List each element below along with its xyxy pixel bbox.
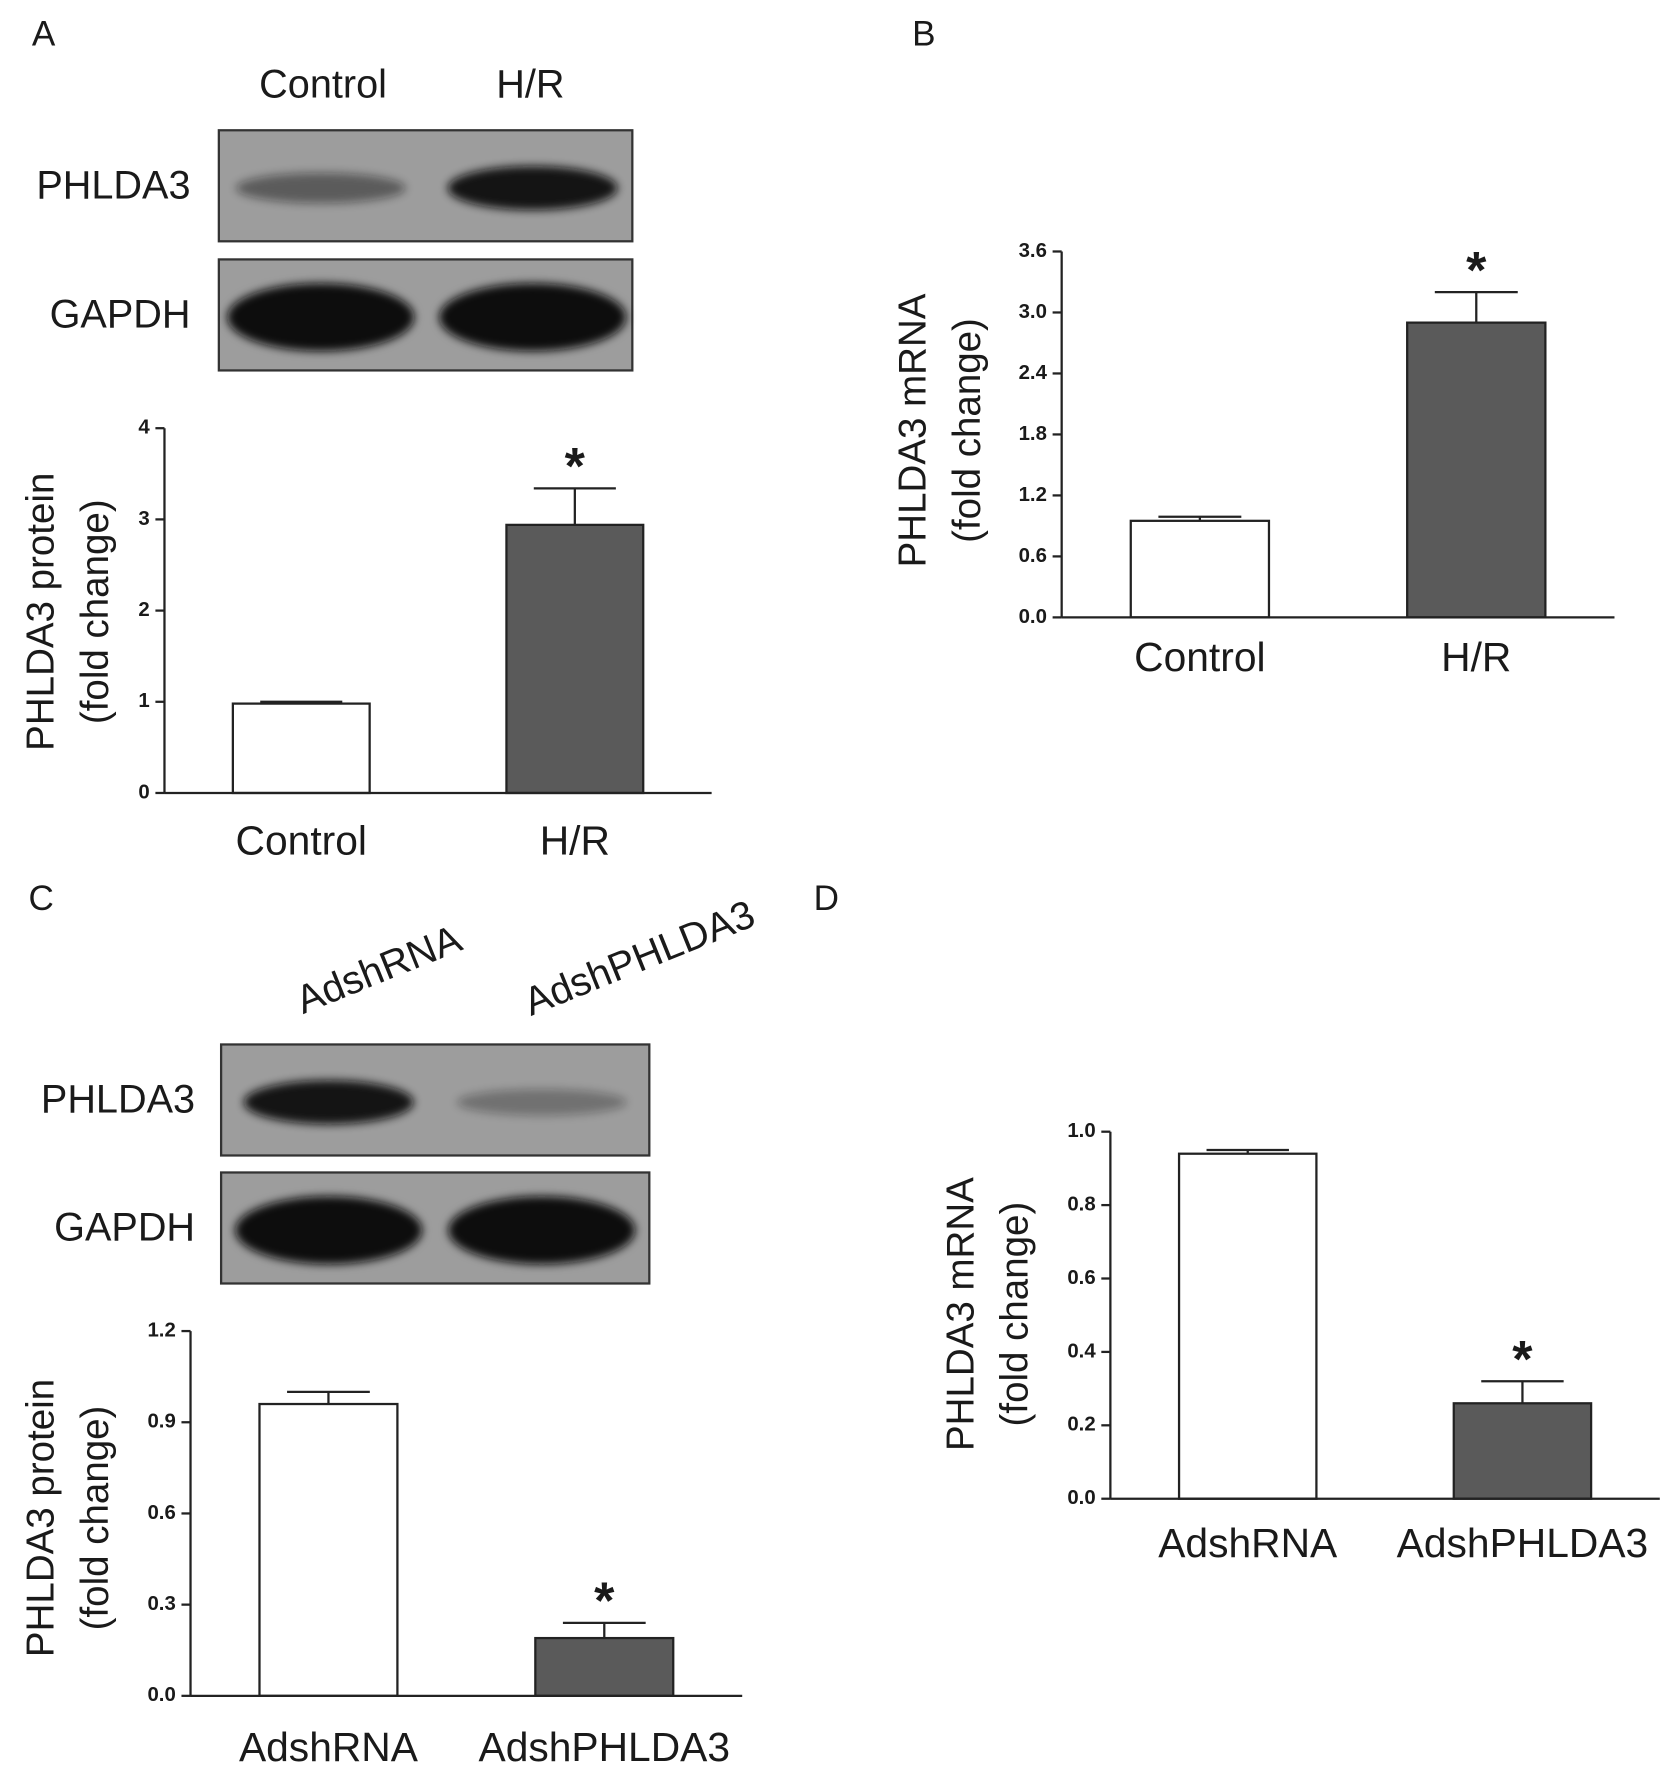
y-tick-label: 0: [138, 781, 149, 803]
y-axis-label: (fold change): [74, 1406, 117, 1631]
panel-letter: D: [814, 879, 839, 918]
significance-mark: *: [1466, 242, 1487, 300]
panel-letter: C: [29, 879, 54, 918]
x-tick-label: Control: [1134, 634, 1265, 680]
bar: [1177, 1152, 1318, 1500]
bar: [258, 1402, 399, 1697]
y-tick-label: 2: [138, 599, 149, 621]
blot-band: [235, 172, 406, 204]
significance-mark: *: [565, 438, 586, 496]
x-tick-label: H/R: [1441, 634, 1511, 680]
y-tick-label: 1.2: [1019, 484, 1047, 506]
y-axis-label: PHLDA3 mRNA: [892, 293, 935, 567]
y-axis-label: PHLDA3 mRNA: [939, 1177, 982, 1451]
y-tick-label: 1.0: [1067, 1120, 1095, 1142]
bar: [1452, 1402, 1593, 1500]
bar: [534, 1636, 675, 1697]
y-axis-label: (fold change): [74, 499, 117, 724]
lane-label: AdshRNA: [290, 916, 468, 1022]
blot-row-label: GAPDH: [50, 293, 191, 337]
y-tick-label: 0.6: [1019, 545, 1047, 567]
y-tick-label: 2.4: [1019, 362, 1048, 384]
x-tick-label: AdshPHLDA3: [479, 1724, 731, 1770]
y-tick-label: 0.3: [147, 1593, 175, 1615]
bar: [1406, 321, 1547, 619]
bar: [505, 523, 645, 795]
y-tick-label: 3.0: [1019, 301, 1047, 323]
lane-label: Control: [259, 63, 387, 107]
panel-letter: A: [32, 15, 56, 54]
y-tick-label: 3: [138, 508, 149, 530]
x-tick-label: H/R: [540, 818, 610, 864]
y-tick-label: 0.4: [1067, 1340, 1096, 1362]
x-tick-label: AdshRNA: [1158, 1520, 1338, 1566]
y-tick-label: 0.0: [147, 1684, 175, 1706]
y-axis-label: PHLDA3 protein: [19, 1379, 62, 1657]
significance-mark: *: [1512, 1331, 1533, 1389]
x-tick-label: AdshPHLDA3: [1397, 1520, 1649, 1566]
y-tick-label: 3.6: [1019, 240, 1047, 262]
y-tick-label: 1: [138, 690, 149, 712]
blot-band: [447, 166, 618, 211]
y-tick-label: 0.6: [1067, 1267, 1095, 1289]
blot-band: [439, 283, 627, 352]
bar: [231, 702, 371, 795]
x-tick-label: AdshRNA: [239, 1724, 419, 1770]
y-tick-label: 0.2: [1067, 1414, 1095, 1436]
blot-row-label: PHLDA3: [36, 164, 190, 208]
y-axis-label: PHLDA3 protein: [19, 473, 62, 751]
y-tick-label: 1.8: [1019, 423, 1047, 445]
blot-band: [227, 283, 415, 352]
blot-band: [235, 1196, 423, 1265]
y-tick-label: 0.0: [1019, 606, 1047, 628]
blot-band: [456, 1089, 627, 1116]
lane-label: AdshPHLDA3: [518, 892, 761, 1024]
blot-band: [448, 1196, 636, 1265]
x-tick-label: Control: [236, 818, 367, 864]
y-tick-label: 1.2: [147, 1319, 175, 1341]
y-tick-label: 4: [138, 417, 150, 439]
blot-band: [243, 1080, 414, 1125]
y-axis-label: (fold change): [946, 318, 989, 543]
y-tick-label: 0.6: [147, 1502, 175, 1524]
y-tick-label: 0.8: [1067, 1193, 1095, 1215]
significance-mark: *: [594, 1573, 615, 1631]
y-axis-label: (fold change): [994, 1202, 1037, 1427]
y-tick-label: 0.9: [147, 1411, 175, 1433]
lane-label: H/R: [496, 63, 564, 107]
y-tick-label: 0.0: [1067, 1487, 1095, 1509]
bar: [1129, 519, 1271, 619]
blot-row-label: GAPDH: [54, 1206, 195, 1250]
blot-row-label: PHLDA3: [41, 1078, 195, 1122]
panel-letter: B: [912, 15, 935, 54]
